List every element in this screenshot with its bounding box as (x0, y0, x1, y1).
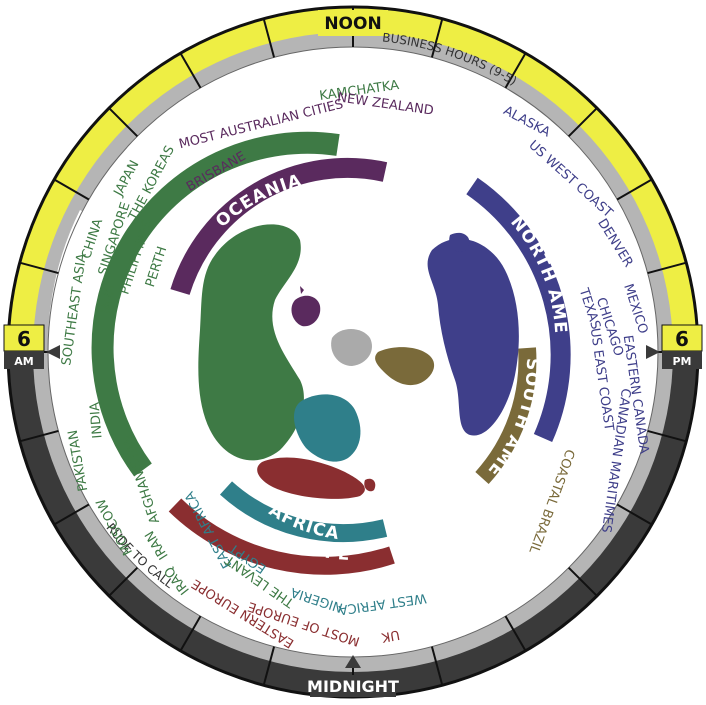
label-india: INDIA (87, 401, 105, 439)
six-am-suffix: AM (14, 355, 33, 368)
six-pm-hour: 6 (675, 327, 689, 351)
hour-tick (647, 261, 687, 275)
six-pm-pointer (646, 345, 660, 359)
hour-tick (53, 503, 90, 526)
australia-landmass (291, 295, 321, 327)
noon-label-bg (318, 10, 388, 36)
label-uk: UK (380, 626, 401, 644)
north-america-landmass (427, 238, 519, 436)
japan-landmass (260, 259, 272, 276)
midnight-label-bg (310, 675, 396, 697)
hour-tick (179, 615, 202, 652)
hour-tick (567, 566, 598, 597)
hour-tick (19, 429, 59, 443)
six-am-hour: 6 (17, 327, 31, 351)
asia-landmass (198, 224, 304, 461)
six-pm-suffix: PM (672, 355, 691, 368)
hour-tick (262, 18, 276, 58)
hour-tick (567, 107, 598, 138)
midnight-pointer (345, 655, 361, 668)
hour-tick (108, 107, 139, 138)
noon-label: NOON (324, 14, 381, 34)
greenland-landmass (449, 232, 470, 253)
hour-tick (616, 178, 653, 201)
south-america-landmass (375, 347, 435, 386)
hour-tick (504, 615, 527, 652)
hour-tick (430, 18, 444, 58)
label-java: JAVA (99, 284, 119, 316)
asia-label: ASIA (134, 314, 157, 365)
hour-tick (616, 503, 653, 526)
hour-tick (262, 646, 276, 686)
polar-world-map (198, 224, 519, 499)
antarctica-landmass (331, 329, 372, 366)
hour-tick (179, 52, 202, 89)
hour-tick (19, 261, 59, 275)
hour-tick (504, 52, 527, 89)
hour-tick (430, 646, 444, 686)
uk-landmass (364, 478, 376, 492)
europe-landmass (257, 457, 365, 499)
hour-tick (647, 429, 687, 443)
midnight-label: MIDNIGHT (307, 677, 399, 696)
new-zealand-landmass (300, 286, 304, 294)
africa-landmass (293, 394, 361, 462)
hour-tick (53, 178, 90, 201)
six-am-pointer (46, 345, 60, 359)
hour-tick (108, 566, 139, 597)
